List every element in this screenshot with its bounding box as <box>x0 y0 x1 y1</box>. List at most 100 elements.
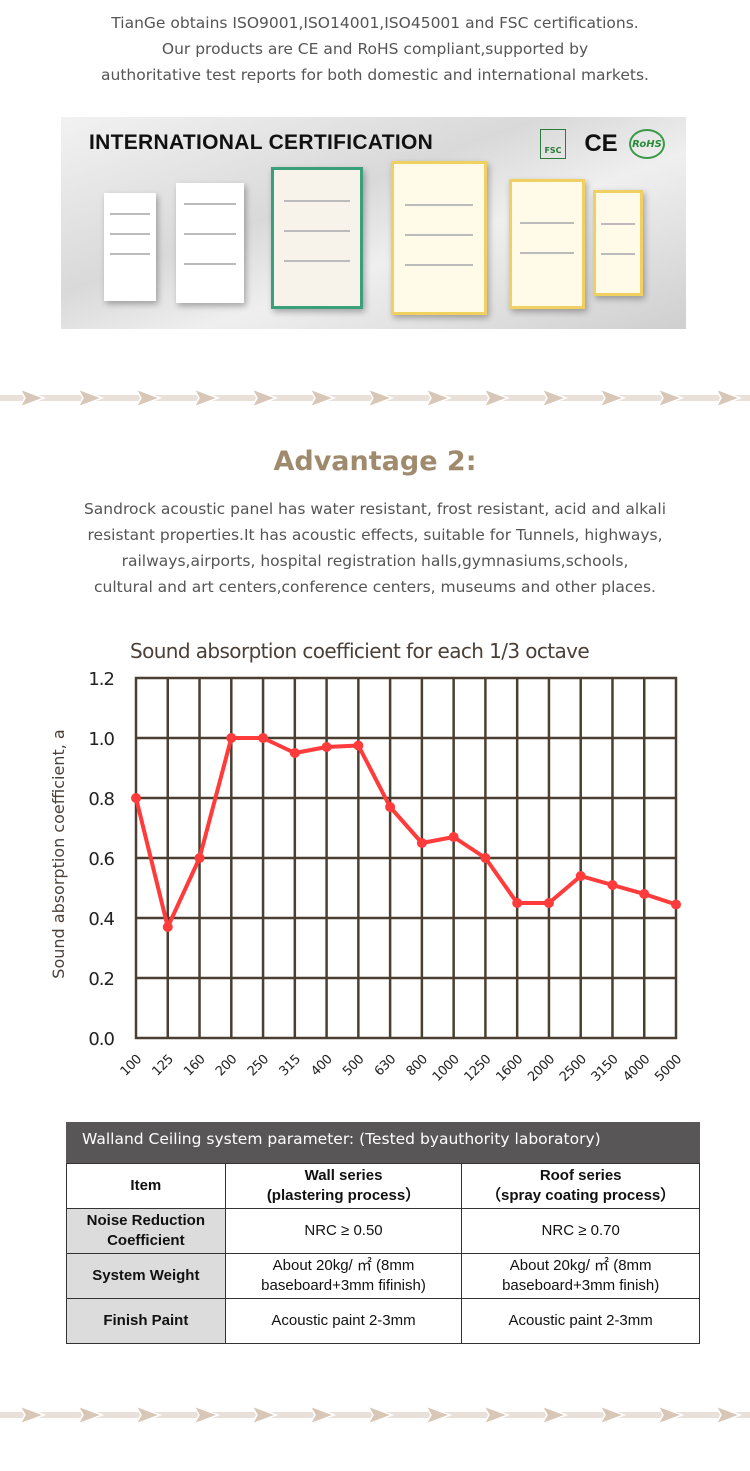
header-wall-series: Wall series (plastering process） <box>224 1163 463 1209</box>
y-tick-label: 0.8 <box>88 789 114 810</box>
arrow-icon <box>540 387 569 409</box>
data-point <box>416 838 427 848</box>
row-label: Noise Reduction Coefficient <box>66 1208 226 1254</box>
arrow-icon <box>134 1404 163 1426</box>
y-tick-label: 1.0 <box>88 729 114 750</box>
rohs-logo-icon: RoHS <box>629 129 665 159</box>
wall-value: About 20kg/ ㎡ (8mm baseboard+3mm fifinis… <box>224 1253 463 1299</box>
sound-absorption-chart: Sound absorption coefficient for each 1/… <box>49 639 685 1085</box>
x-tick-label: 4000 <box>620 1052 653 1085</box>
certificate-image <box>104 193 156 301</box>
arrow-icon <box>18 1404 47 1426</box>
description-line: railways,airports, hospital registration… <box>121 552 629 570</box>
arrow-icon <box>424 1404 453 1426</box>
fsc-logo-icon: FSC <box>540 129 566 159</box>
roof-value: NRC ≥ 0.70 <box>461 1208 700 1254</box>
certification-banner: INTERNATIONAL CERTIFICATION FSC CE RoHS <box>61 117 686 329</box>
wall-value: Acoustic paint 2-3mm <box>224 1298 463 1344</box>
arrow-icon <box>76 387 105 409</box>
arrow-icon <box>482 387 511 409</box>
system-parameter-table: Walland Ceiling system parameter: (Teste… <box>66 1122 700 1344</box>
description-line: Sandrock acoustic panel has water resist… <box>83 500 667 518</box>
x-tick-label: 100 <box>118 1052 145 1079</box>
table-row: System Weight About 20kg/ ㎡ (8mm baseboa… <box>66 1253 700 1299</box>
certificate-image <box>271 167 363 309</box>
data-point <box>448 832 459 842</box>
arrow-icon <box>192 1404 221 1426</box>
y-tick-label: 0.6 <box>88 849 114 870</box>
data-point <box>162 922 173 932</box>
table-row: Noise Reduction Coefficient NRC ≥ 0.50 N… <box>66 1208 700 1254</box>
x-tick-label: 800 <box>404 1052 431 1079</box>
intro-line: authoritative test reports for both dome… <box>101 66 649 84</box>
arrow-icon <box>18 387 47 409</box>
data-point <box>543 898 554 908</box>
arrow-icon <box>308 1404 337 1426</box>
banner-title: INTERNATIONAL CERTIFICATION <box>89 131 434 154</box>
row-label: Finish Paint <box>66 1298 226 1344</box>
chart-title: Sound absorption coefficient for each 1/… <box>130 639 589 663</box>
arrow-icon <box>424 387 453 409</box>
certificate-image <box>509 179 585 309</box>
intro-text: TianGe obtains ISO9001,ISO14001,ISO45001… <box>0 10 750 88</box>
ce-logo-icon: CE <box>584 130 618 157</box>
arrow-icon <box>482 1404 511 1426</box>
data-point <box>385 802 396 812</box>
row-label: System Weight <box>66 1253 226 1299</box>
advantage-heading: Advantage 2: <box>273 446 477 477</box>
y-axis-label: Sound absorption coefficient, a <box>49 729 68 978</box>
x-tick-label: 125 <box>149 1052 176 1079</box>
data-point <box>512 898 523 908</box>
arrow-icon <box>598 387 627 409</box>
arrow-icon <box>656 387 685 409</box>
data-point <box>575 871 586 881</box>
data-point <box>321 742 332 752</box>
data-point <box>607 880 618 890</box>
arrow-divider <box>0 1404 750 1426</box>
arrow-icon <box>366 1404 395 1426</box>
arrow-icon <box>308 387 337 409</box>
wall-value: NRC ≥ 0.50 <box>224 1208 463 1254</box>
roof-value: Acoustic paint 2-3mm <box>461 1298 700 1344</box>
table-caption: Walland Ceiling system parameter: (Teste… <box>66 1122 700 1163</box>
data-point <box>480 853 491 863</box>
arrow-icon <box>250 1404 279 1426</box>
arrow-divider <box>0 387 750 409</box>
arrow-icon <box>192 387 221 409</box>
intro-line: Our products are CE and RoHS compliant,s… <box>161 40 589 58</box>
certificate-image <box>593 190 643 296</box>
x-tick-label: 315 <box>277 1052 304 1079</box>
x-tick-label: 5000 <box>652 1052 685 1085</box>
x-tick-label: 400 <box>308 1052 335 1079</box>
intro-line: TianGe obtains ISO9001,ISO14001,ISO45001… <box>111 14 639 32</box>
x-tick-label: 630 <box>372 1052 399 1079</box>
data-point <box>639 889 650 899</box>
data-point <box>353 740 364 751</box>
certificate-image <box>176 183 244 303</box>
x-tick-label: 2000 <box>525 1052 558 1085</box>
y-tick-label: 0.0 <box>88 1029 114 1050</box>
x-tick-label: 500 <box>340 1052 367 1079</box>
data-point <box>194 853 205 863</box>
x-tick-label: 3150 <box>589 1052 622 1085</box>
certificate-image <box>391 161 487 315</box>
data-point <box>289 748 300 758</box>
y-tick-label: 0.4 <box>88 909 114 930</box>
data-point <box>226 733 237 743</box>
data-point <box>131 793 141 803</box>
table-row: Finish Paint Acoustic paint 2-3mm Acoust… <box>66 1298 700 1344</box>
data-point <box>258 733 269 743</box>
y-tick-label: 0.2 <box>88 969 114 990</box>
arrow-icon <box>540 1404 569 1426</box>
x-tick-label: 1000 <box>430 1052 463 1085</box>
x-tick-label: 200 <box>213 1052 240 1079</box>
x-tick-label: 1600 <box>493 1052 526 1085</box>
y-tick-label: 1.2 <box>88 669 114 690</box>
arrow-icon <box>714 387 743 409</box>
x-tick-label: 2500 <box>557 1052 590 1085</box>
description-line: cultural and art centers,conference cent… <box>94 578 656 596</box>
arrow-icon <box>76 1404 105 1426</box>
series-line <box>134 736 677 929</box>
header-item: Item <box>66 1163 226 1209</box>
x-tick-label: 250 <box>245 1052 272 1079</box>
